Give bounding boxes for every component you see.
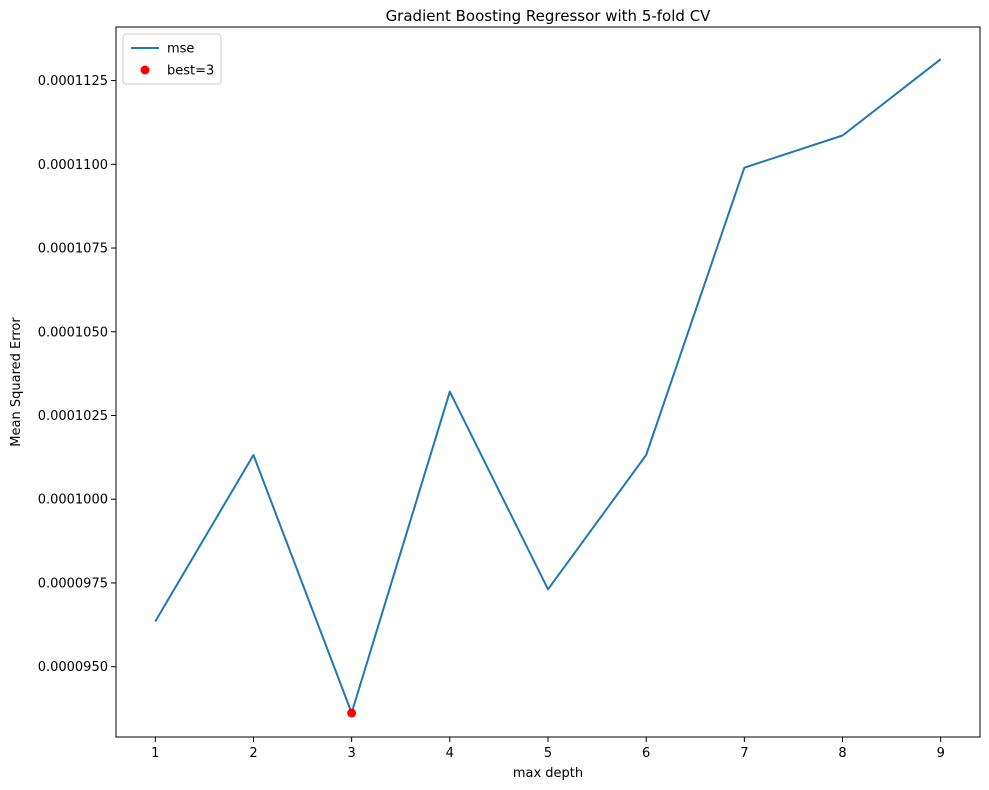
plot-area: 1 2 3 4 5 6 7 8 9 0.0000950 0.0000975 0.0001000 0.00… <box>38 26 981 761</box>
legend: mse best=3 <box>122 33 222 85</box>
legend-best-swatch <box>140 65 150 75</box>
legend-best-label: best=3 <box>167 64 214 79</box>
x-axis-label: max depth <box>513 766 583 781</box>
x-tick-label: 8 <box>838 746 846 761</box>
chart-title: Gradient Boosting Regressor with 5-fold … <box>386 7 712 25</box>
y-tick-label: 0.0001125 <box>38 74 108 89</box>
x-tick-label: 3 <box>347 746 355 761</box>
x-tick-label: 4 <box>446 746 454 761</box>
x-tick-label: 2 <box>249 746 257 761</box>
x-tick-label: 9 <box>937 746 945 761</box>
y-axis-label: Mean Squared Error <box>9 317 24 447</box>
y-tick-label: 0.0001050 <box>38 325 108 340</box>
y-tick-label: 0.0000975 <box>38 576 108 591</box>
x-tick-label: 6 <box>642 746 650 761</box>
x-tick-label: 1 <box>151 746 159 761</box>
x-tick-label: 5 <box>544 746 552 761</box>
y-tick-label: 0.0001000 <box>38 493 108 508</box>
y-tick-label: 0.0001075 <box>38 242 108 257</box>
x-tick-label: 7 <box>740 746 748 761</box>
best-point-marker <box>347 708 357 718</box>
y-tick-label: 0.0000950 <box>38 660 108 675</box>
y-tick-label: 0.0001100 <box>38 158 108 173</box>
axes-frame <box>115 26 981 738</box>
y-tick-label: 0.0001025 <box>38 409 108 424</box>
legend-mse-label: mse <box>167 42 194 57</box>
series-mse-line <box>154 58 942 714</box>
